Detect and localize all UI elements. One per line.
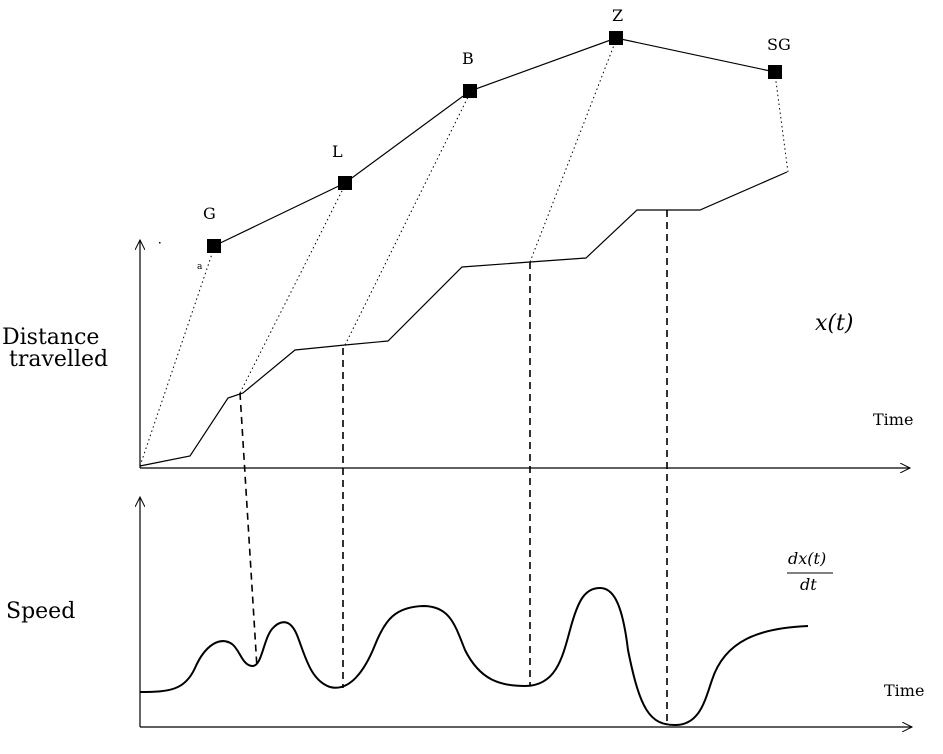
dotted-line-l bbox=[239, 184, 346, 394]
speed-curve bbox=[139, 586, 809, 727]
tiny-a-label: a bbox=[197, 262, 203, 272]
marker-label-g: G bbox=[203, 204, 216, 223]
dashed-links bbox=[239, 210, 668, 722]
dx-numerator: dx(t) bbox=[788, 549, 827, 568]
dotted-line-g bbox=[139, 247, 215, 467]
dotted-line-z bbox=[529, 39, 617, 263]
marker-g bbox=[207, 239, 221, 253]
marker-l bbox=[338, 176, 352, 190]
marker-b bbox=[463, 84, 477, 98]
marker-z bbox=[609, 31, 623, 45]
dx-denominator: dt bbox=[800, 575, 817, 594]
marker-label-sg: SG bbox=[767, 35, 791, 54]
distance-label-line1: Distance bbox=[2, 325, 100, 350]
marker-label-z: Z bbox=[612, 6, 624, 25]
marker-label-b: B bbox=[462, 49, 474, 68]
dotted-line-sg bbox=[774, 73, 789, 173]
marker-sg bbox=[768, 65, 782, 79]
time-label-bottom: Time bbox=[884, 681, 925, 700]
dotted-line-b bbox=[344, 92, 471, 346]
marker-label-l: L bbox=[332, 142, 343, 161]
dotted-projections bbox=[139, 39, 789, 467]
speed-label: Speed bbox=[6, 599, 76, 624]
x-of-t-label: x(t) bbox=[815, 311, 854, 336]
distance-curve bbox=[139, 171, 788, 467]
distance-label-line2: travelled bbox=[9, 347, 109, 372]
time-label-top: Time bbox=[873, 410, 914, 429]
marker-route-line bbox=[213, 37, 776, 247]
tiny-dot bbox=[159, 242, 161, 244]
dashed-link-1 bbox=[239, 392, 258, 669]
route-markers bbox=[207, 31, 782, 253]
